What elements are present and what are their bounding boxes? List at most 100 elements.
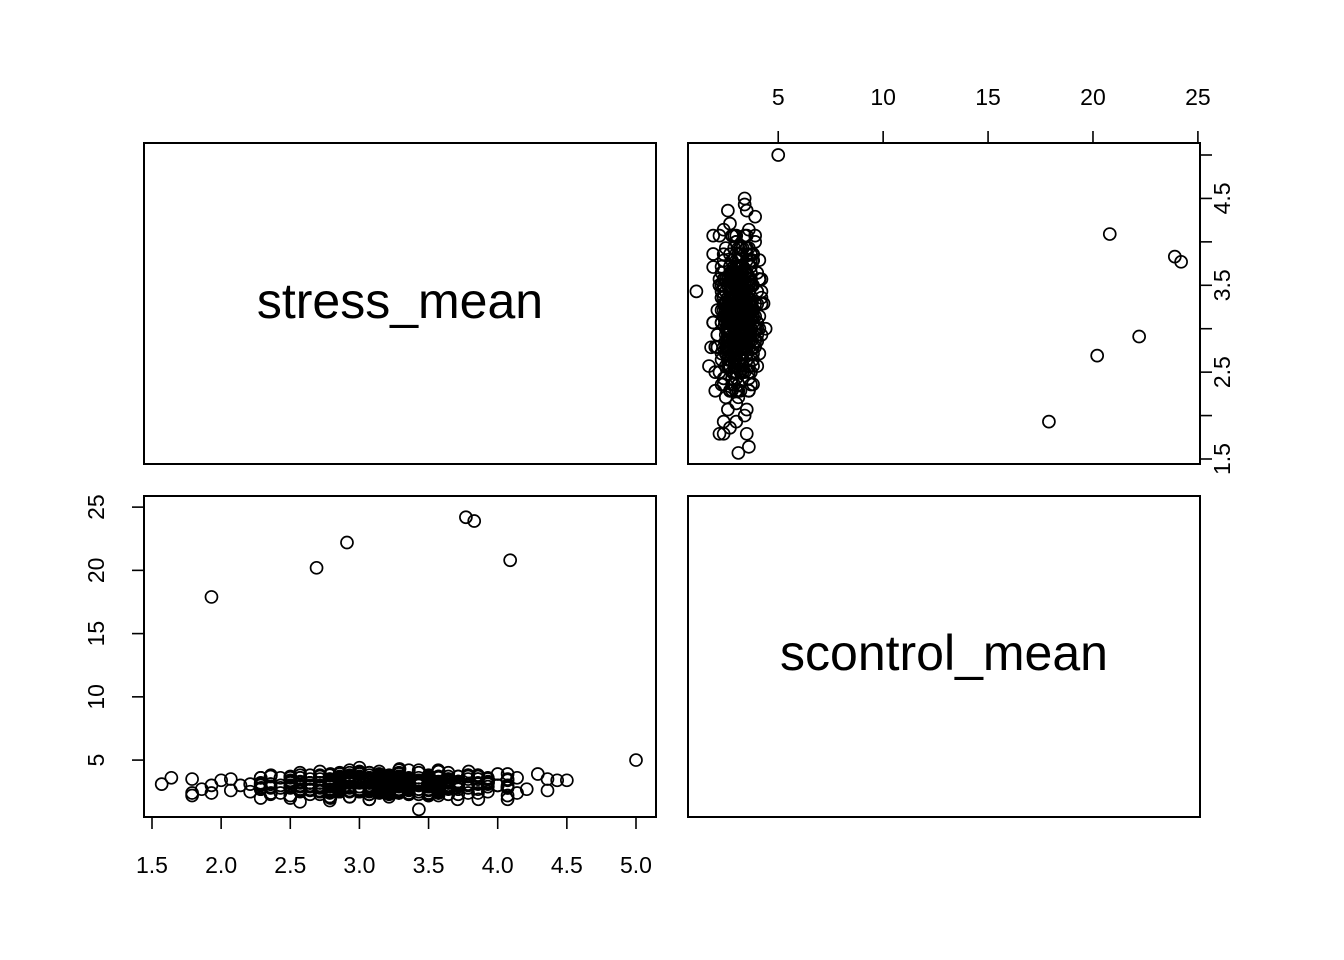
x-tick-label: 5.0: [620, 852, 652, 878]
scatter-point: [154, 777, 169, 791]
scatter-point: [723, 247, 737, 262]
scatter-point: [362, 773, 377, 788]
x-tick-label: 4.5: [551, 852, 583, 878]
scatter-point: [1042, 414, 1056, 429]
scatter-point: [716, 247, 731, 262]
top-tick-label: 25: [1185, 84, 1211, 110]
y-tick-label: 5: [83, 754, 109, 767]
scatter-point: [293, 770, 308, 785]
scatter-point: [739, 426, 754, 441]
scatter-point: [560, 773, 574, 788]
scatter-point: [744, 247, 758, 262]
scatter-point: [731, 446, 746, 460]
scatter-point: [737, 340, 752, 355]
scatter-point: [273, 770, 288, 785]
scatter-point: [744, 297, 758, 311]
scatter-point: [721, 402, 735, 417]
scatter-point: [342, 775, 357, 790]
x-axis-stress-mean: 1.5 2.0 2.5 3.0 3.5 4.0 4.5 5.0: [136, 816, 652, 878]
scatter-point: [540, 783, 555, 798]
scatter-point: [309, 560, 324, 575]
scatter-point: [754, 284, 769, 299]
top-tick-label: 15: [975, 84, 1001, 110]
scatter-point: [739, 402, 754, 417]
scatter-point: [735, 259, 750, 274]
scatter-point: [1167, 249, 1182, 264]
top-tick-label: 20: [1080, 84, 1106, 110]
scatter-point: [185, 788, 199, 803]
scatter-point: [253, 778, 268, 793]
scatter-point: [322, 793, 337, 808]
scatter-point: [754, 290, 769, 305]
scatter-point: [392, 769, 406, 784]
scatter-point: [412, 802, 426, 817]
x-tick-label: 4.0: [482, 852, 514, 878]
scatter-point: [629, 753, 643, 767]
scatter-point: [441, 765, 456, 780]
scatter-point: [401, 787, 416, 802]
x-tick-label: 3.0: [343, 852, 375, 878]
scatter-point: [164, 770, 179, 785]
scatter-point: [421, 777, 436, 791]
scatter-point: [401, 763, 416, 778]
scatter-point: [392, 784, 406, 799]
scatter-point: [293, 774, 308, 789]
right-tick-label: 4.5: [1209, 182, 1235, 214]
right-tick-label: 1.5: [1209, 443, 1235, 475]
scatter-point: [451, 778, 466, 793]
scatter-point: [519, 782, 534, 797]
scatter-point: [727, 346, 742, 361]
scatter-point: [712, 426, 727, 441]
scatter-point: [441, 787, 456, 802]
top-tick-label: 5: [772, 84, 785, 110]
scatter-point: [362, 779, 377, 794]
scatter-point: [471, 782, 485, 797]
right-tick-label: 2.5: [1209, 356, 1235, 388]
scatter-point: [185, 772, 199, 786]
scatter-point: [737, 191, 752, 206]
scatter-point: [500, 788, 515, 803]
scatter-point: [273, 781, 288, 795]
y-tick-label: 10: [83, 684, 109, 710]
scatter-point: [708, 383, 723, 398]
scatter-point: [1132, 329, 1146, 344]
scatter-point: [714, 266, 729, 280]
scatter-point: [500, 767, 515, 781]
scatter-point: [313, 787, 327, 802]
scatter-point: [411, 763, 426, 778]
scatter-points-stress-vs-scontrol: [154, 510, 643, 817]
scatter-point: [451, 774, 466, 789]
top-tick-label: 10: [870, 84, 896, 110]
scatter-point: [550, 773, 565, 788]
scatter-point: [737, 315, 752, 330]
scatter-point: [712, 365, 727, 379]
scatter-point: [750, 266, 765, 280]
scatter-point: [500, 792, 515, 807]
scatter-point: [283, 788, 298, 803]
scatter-point: [721, 203, 735, 218]
scatter-point: [313, 779, 327, 794]
y-tick-label: 15: [83, 621, 109, 647]
y-axis-scontrol-mean: 5 10 15 20 25: [83, 494, 145, 767]
scatter-point: [503, 553, 518, 568]
scatter-point: [342, 779, 357, 794]
x-tick-label: 2.0: [205, 852, 237, 878]
scatter-point: [737, 228, 752, 243]
panel-top-left: [143, 142, 657, 465]
scatter-point: [706, 315, 721, 330]
panel-bottom-right: [687, 495, 1201, 818]
scatter-point: [771, 148, 786, 162]
scatter-point: [742, 439, 756, 454]
x-tick-label: 2.5: [274, 852, 306, 878]
scatter-point: [467, 514, 482, 528]
scatter-point: [712, 228, 727, 243]
scatter-point: [471, 775, 485, 790]
scatter-points-scontrol-vs-stress: [689, 148, 1188, 460]
scatter-point: [233, 778, 248, 793]
scatter-point: [725, 371, 739, 386]
y-tick-label: 25: [83, 494, 109, 520]
scatter-point: [1102, 227, 1117, 241]
scatter-point: [303, 768, 317, 783]
scatter-point: [214, 773, 228, 788]
scatter-point: [737, 197, 752, 212]
